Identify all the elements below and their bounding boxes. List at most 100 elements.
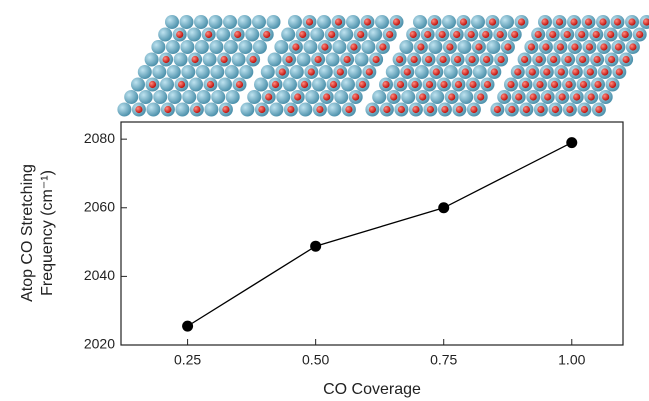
co-molecule xyxy=(566,105,574,114)
co-molecule xyxy=(234,30,242,39)
co-molecule xyxy=(496,30,504,39)
co-molecule xyxy=(608,80,617,89)
co-molecule xyxy=(636,30,644,39)
co-molecule xyxy=(372,55,380,64)
surface-atom xyxy=(267,52,282,67)
surface-atom xyxy=(260,65,275,79)
co-molecule xyxy=(345,105,353,114)
co-molecule xyxy=(529,93,537,101)
co-molecule xyxy=(601,68,609,76)
surface-atom xyxy=(428,40,443,54)
surface-atom xyxy=(354,52,369,67)
co-molecule xyxy=(454,55,462,64)
co-molecule xyxy=(334,18,343,26)
surface-atom xyxy=(202,52,217,67)
co-molecule xyxy=(411,80,419,89)
co-molecule xyxy=(176,30,184,39)
co-molecule xyxy=(628,18,636,26)
surface-atom xyxy=(245,27,260,42)
co-molecule xyxy=(417,43,425,51)
co-molecule xyxy=(430,18,439,26)
surface-atom xyxy=(346,15,360,29)
surface-atom xyxy=(283,77,297,92)
co-molecule xyxy=(564,55,572,64)
co-molecule xyxy=(555,18,564,26)
surface-atom xyxy=(137,65,152,79)
co-molecule xyxy=(461,68,469,76)
co-molecule xyxy=(285,55,293,64)
co-molecule xyxy=(549,30,557,39)
co-molecule xyxy=(551,105,560,114)
co-molecule xyxy=(316,105,324,114)
co-molecule xyxy=(468,55,476,64)
co-molecule xyxy=(558,93,566,101)
surface-atom xyxy=(443,65,458,79)
co-molecule xyxy=(585,43,594,51)
co-molecule xyxy=(508,105,516,114)
co-molecule xyxy=(164,105,172,114)
co-molecule xyxy=(537,105,545,114)
co-molecule xyxy=(409,30,417,39)
surface-atom xyxy=(442,15,456,29)
surface-atom xyxy=(223,15,237,29)
co-molecule xyxy=(438,30,446,39)
co-molecule xyxy=(323,93,331,101)
surface-atom xyxy=(181,65,196,79)
surface-atom xyxy=(472,65,487,79)
co-molecule xyxy=(541,18,549,26)
co-molecule xyxy=(469,80,477,89)
co-molecule xyxy=(584,18,593,26)
surface-atom xyxy=(266,15,281,29)
surface-atom xyxy=(182,90,197,104)
co-molecule xyxy=(396,55,404,64)
co-molecule xyxy=(483,80,492,89)
surface-atom xyxy=(339,27,354,42)
co-molecule xyxy=(521,55,529,64)
co-molecule xyxy=(543,68,551,76)
surface-atom xyxy=(372,90,387,104)
co-molecule xyxy=(390,93,398,101)
surface-atom xyxy=(471,15,485,29)
co-molecule xyxy=(271,80,280,89)
surface-atom xyxy=(138,90,153,104)
surface-atom xyxy=(269,102,284,117)
co-molecule xyxy=(177,80,186,89)
co-molecule xyxy=(424,30,432,39)
surface-atom xyxy=(296,52,311,67)
surface-atom xyxy=(486,40,501,54)
surface-atom xyxy=(240,102,255,117)
co-molecule xyxy=(527,43,536,51)
co-molecule xyxy=(483,55,491,64)
co-molecule xyxy=(357,30,365,39)
surface-atom xyxy=(237,15,252,29)
surface-atom xyxy=(175,102,190,117)
surface-atom xyxy=(368,27,383,42)
surface-atom xyxy=(332,40,347,54)
co-molecule xyxy=(350,43,358,51)
co-molecule xyxy=(572,68,580,76)
y-tick-label: 2020 xyxy=(84,336,115,352)
surface-atom xyxy=(165,15,179,29)
co-molecule xyxy=(363,18,372,26)
co-molecule xyxy=(607,30,615,39)
surface-atom xyxy=(401,90,416,104)
co-molecule xyxy=(514,68,522,76)
co-molecule xyxy=(578,30,586,39)
co-molecule xyxy=(507,80,515,89)
surface-atom xyxy=(180,40,195,54)
co-molecule xyxy=(488,18,497,26)
co-molecule xyxy=(307,68,315,76)
y-tick-label: 2060 xyxy=(84,198,115,214)
data-point xyxy=(310,240,322,252)
surface-atom xyxy=(224,65,239,79)
surface-atom xyxy=(196,90,211,104)
surface-atom xyxy=(211,90,226,104)
co-molecule xyxy=(162,55,170,64)
surface-atom xyxy=(151,40,166,54)
surface-atom xyxy=(457,40,472,54)
co-molecule xyxy=(587,93,595,101)
co-molecule xyxy=(622,55,630,64)
co-molecule xyxy=(352,93,360,101)
co-molecule xyxy=(594,80,602,89)
surface-atom xyxy=(413,15,427,29)
